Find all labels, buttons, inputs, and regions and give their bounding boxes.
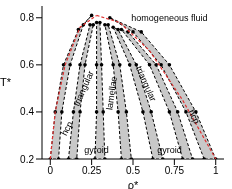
- svg-text:1: 1: [213, 165, 219, 176]
- svg-text:gyroid: gyroid: [157, 145, 182, 155]
- svg-text:0.4: 0.4: [20, 106, 34, 117]
- svg-text:0: 0: [47, 165, 53, 176]
- svg-text:hcp: hcp: [186, 108, 202, 126]
- svg-text:0.2: 0.2: [20, 154, 34, 165]
- svg-text:lamellae: lamellae: [104, 76, 119, 111]
- svg-text:0.5: 0.5: [126, 165, 140, 176]
- svg-text:gyroid: gyroid: [84, 145, 109, 155]
- svg-text:0.75: 0.75: [165, 165, 185, 176]
- svg-text:0.6: 0.6: [20, 59, 34, 70]
- svg-text:0.25: 0.25: [82, 165, 102, 176]
- svg-text:hcp: hcp: [59, 120, 75, 138]
- svg-text:ρ*: ρ*: [128, 179, 139, 189]
- svg-text:0.8: 0.8: [20, 12, 34, 23]
- svg-text:triangular: triangular: [71, 69, 95, 107]
- svg-text:triangular: triangular: [134, 65, 158, 103]
- svg-text:homogeneous fluid: homogeneous fluid: [131, 13, 207, 23]
- svg-text:T*: T*: [8, 76, 12, 88]
